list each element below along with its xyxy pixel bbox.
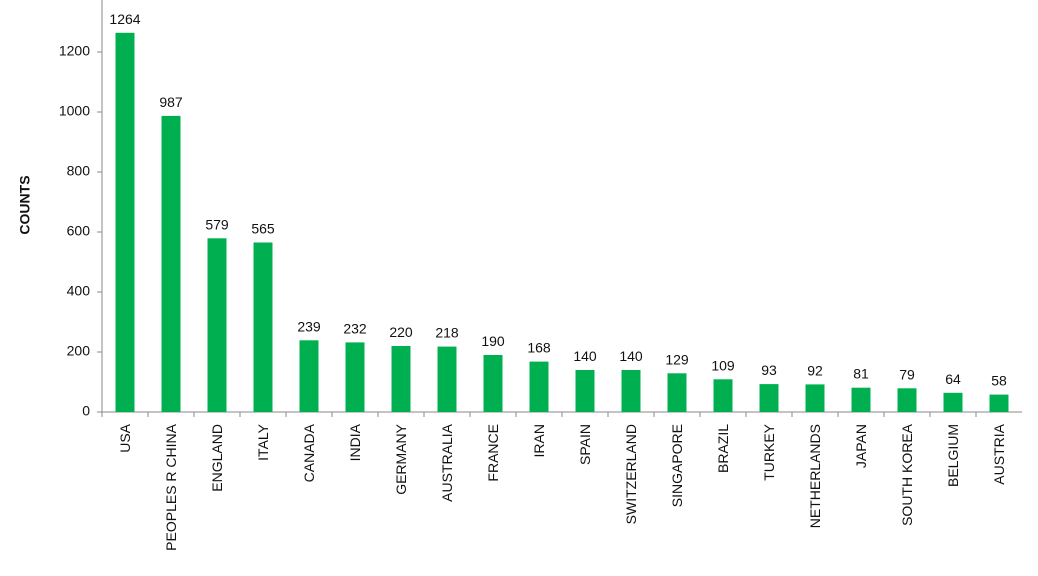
bar xyxy=(391,346,411,412)
data-label: 218 xyxy=(435,325,459,341)
x-tick-label: SINGAPORE xyxy=(669,424,685,507)
x-tick-label: USA xyxy=(117,423,133,452)
y-tick-label: 1000 xyxy=(59,103,90,119)
bar xyxy=(989,394,1009,412)
data-label: 79 xyxy=(899,366,915,382)
x-tick-label: BRAZIL xyxy=(715,424,731,473)
data-label: 168 xyxy=(527,340,551,356)
data-label: 109 xyxy=(711,357,735,373)
x-tick-label: SPAIN xyxy=(577,424,593,465)
x-tick-label: JAPAN xyxy=(853,424,869,468)
x-tick-label: PEOPLES R CHINA xyxy=(163,423,179,550)
x-tick-label: GERMANY xyxy=(393,423,409,494)
y-tick-label: 0 xyxy=(82,403,90,419)
data-label: 232 xyxy=(343,320,367,336)
bar xyxy=(621,370,641,412)
data-label: 987 xyxy=(159,94,183,110)
data-label: 81 xyxy=(853,366,869,382)
bar xyxy=(207,238,227,412)
data-label: 92 xyxy=(807,362,823,378)
x-tick-label: SWITZERLAND xyxy=(623,424,639,524)
bar xyxy=(805,384,825,412)
bar xyxy=(759,384,779,412)
x-tick-label: INDIA xyxy=(347,423,363,461)
bar xyxy=(943,392,963,412)
data-label: 140 xyxy=(619,348,643,364)
bar xyxy=(575,370,595,412)
y-tick-label: 400 xyxy=(67,283,91,299)
data-label: 239 xyxy=(297,318,321,334)
x-tick-label: TURKEY xyxy=(761,423,777,480)
y-tick-label: 800 xyxy=(67,163,91,179)
data-label: 93 xyxy=(761,362,777,378)
x-tick-label: CANADA xyxy=(301,423,317,482)
bar xyxy=(437,346,457,412)
bar xyxy=(851,387,871,412)
bar xyxy=(667,373,687,412)
data-label: 129 xyxy=(665,351,689,367)
x-tick-label: IRAN xyxy=(531,424,547,457)
bar xyxy=(345,342,365,412)
x-tick-label: AUSTRIA xyxy=(991,423,1007,484)
y-tick-label: 200 xyxy=(67,343,91,359)
y-tick-label: 600 xyxy=(67,223,91,239)
x-tick-label: ITALY xyxy=(255,423,271,460)
data-label: 220 xyxy=(389,324,413,340)
bar xyxy=(483,355,503,412)
x-tick-label: AUSTRALIA xyxy=(439,423,455,501)
bar xyxy=(253,242,273,412)
data-label: 140 xyxy=(573,348,597,364)
x-tick-label: FRANCE xyxy=(485,424,501,482)
y-tick-label: 1200 xyxy=(59,43,90,59)
x-tick-label: ENGLAND xyxy=(209,424,225,492)
data-label: 58 xyxy=(991,373,1007,389)
data-label: 565 xyxy=(251,221,275,237)
bar xyxy=(115,32,135,413)
data-label: 1264 xyxy=(109,11,140,27)
x-tick-label: NETHERLANDS xyxy=(807,424,823,528)
y-axis-label: COUNTS xyxy=(17,175,33,234)
bar xyxy=(299,340,319,412)
bar xyxy=(713,379,733,412)
bar xyxy=(897,388,917,412)
data-label: 579 xyxy=(205,216,229,232)
data-label: 64 xyxy=(945,371,961,387)
bar xyxy=(529,361,549,412)
bar xyxy=(161,115,181,413)
data-label: 190 xyxy=(481,333,505,349)
x-tick-label: BELGIUM xyxy=(945,424,961,487)
x-tick-label: SOUTH KOREA xyxy=(899,423,915,526)
